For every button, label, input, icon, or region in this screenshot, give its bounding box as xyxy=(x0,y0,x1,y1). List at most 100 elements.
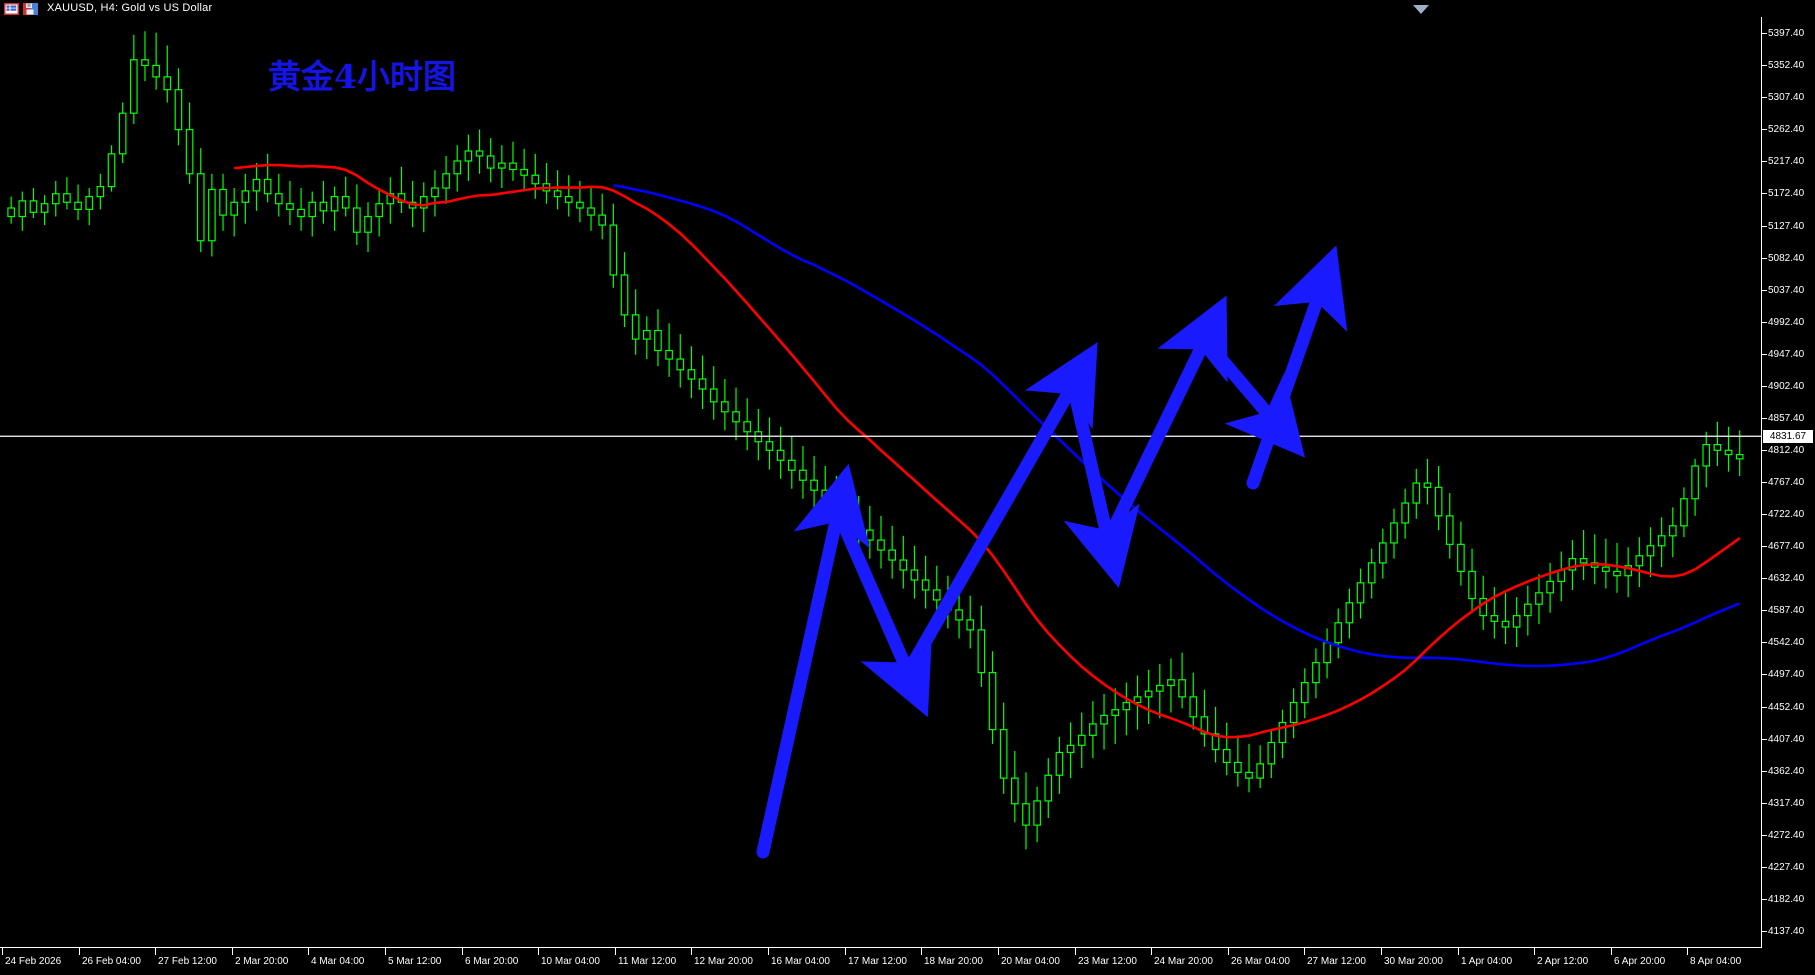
time-tick-mark xyxy=(615,948,616,955)
time-tick-mark xyxy=(1304,948,1305,955)
candle-body xyxy=(1490,615,1499,622)
price-tick-mark xyxy=(1762,931,1767,933)
candle-body xyxy=(977,629,986,674)
candle-body xyxy=(453,160,462,175)
candle-body xyxy=(1100,714,1108,725)
price-tick: 4497.40 xyxy=(1762,669,1815,680)
price-tick-label: 4587.40 xyxy=(1768,605,1805,617)
candle-body xyxy=(1445,515,1454,545)
price-tick-label: 5262.40 xyxy=(1768,124,1805,136)
price-tick-label: 4902.40 xyxy=(1768,380,1805,392)
time-tick-label: 20 Mar 04:00 xyxy=(1001,956,1060,967)
candle-body xyxy=(1066,744,1075,754)
candle-body xyxy=(1535,592,1543,605)
data-window-icon[interactable] xyxy=(4,2,19,15)
candle-body xyxy=(999,729,1008,779)
candle-body xyxy=(1144,690,1153,698)
price-tick-label: 4812.40 xyxy=(1768,445,1805,456)
price-tick-mark xyxy=(1762,770,1767,772)
candle-body xyxy=(509,162,517,171)
time-tick-mark xyxy=(1687,948,1688,955)
candle-body xyxy=(1412,482,1421,504)
candle-body xyxy=(1267,741,1276,765)
candle-body xyxy=(1680,498,1688,527)
candle-body xyxy=(888,549,896,561)
chart-plot-area[interactable]: 黄金4小时图 xyxy=(0,17,1762,947)
candle-body xyxy=(598,214,607,226)
candle-body xyxy=(163,76,172,91)
candle-body xyxy=(7,207,15,218)
candle-body xyxy=(1122,701,1131,711)
price-tick: 4542.40 xyxy=(1762,637,1815,648)
time-tick-label: 26 Feb 04:00 xyxy=(82,956,141,967)
candle-body xyxy=(1657,535,1666,547)
price-tick-mark xyxy=(1762,482,1767,484)
candle-body xyxy=(442,173,450,189)
candle-body xyxy=(174,89,183,131)
time-tick-mark xyxy=(1611,948,1612,955)
price-tick-mark xyxy=(1762,257,1767,259)
price-tick: 4812.40 xyxy=(1762,445,1815,456)
time-tick-mark xyxy=(1075,948,1076,955)
time-tick-label: 4 Mar 04:00 xyxy=(311,956,365,967)
price-tick-mark xyxy=(1762,289,1767,291)
candle-body xyxy=(1211,733,1220,751)
candle-body xyxy=(386,193,395,205)
candle-body xyxy=(1423,482,1432,488)
time-tick-label: 2 Mar 20:00 xyxy=(235,956,289,967)
price-scale[interactable]: 4831.67 5397.40 5352.40 5307.40 5262.40 5217… xyxy=(1762,17,1815,947)
price-tick-mark xyxy=(1762,514,1767,516)
candle-body xyxy=(431,187,439,198)
candle-body xyxy=(74,201,82,211)
time-tick-mark xyxy=(538,948,539,955)
candle-body xyxy=(308,201,317,218)
price-tick-label: 4497.40 xyxy=(1768,669,1805,681)
candle-body xyxy=(1646,545,1655,557)
price-tick: 4317.40 xyxy=(1762,798,1815,809)
price-tick-mark xyxy=(1762,706,1767,708)
price-tick-label: 4182.40 xyxy=(1768,893,1805,905)
candle-body xyxy=(196,173,205,242)
price-tick-label: 5352.40 xyxy=(1768,60,1805,72)
candle-body xyxy=(1724,449,1733,456)
candle-body xyxy=(252,178,261,192)
chart-title-text: XAUUSD, H4: Gold vs US Dollar xyxy=(47,2,213,14)
time-tick-mark xyxy=(2,948,3,955)
price-tick: 4857.40 xyxy=(1762,413,1815,424)
candle-body xyxy=(1546,580,1554,594)
candle-body xyxy=(1367,562,1376,584)
price-tick-label: 4407.40 xyxy=(1768,733,1805,745)
time-tick-label: 10 Mar 04:00 xyxy=(541,956,600,967)
candle-body xyxy=(721,401,729,413)
price-tick-mark xyxy=(1762,385,1767,387)
candle-body xyxy=(1334,622,1343,644)
time-tick-mark xyxy=(155,948,156,955)
chevron-down-icon[interactable] xyxy=(1413,1,1429,19)
price-tick-mark xyxy=(1762,610,1767,612)
candle-body xyxy=(1222,748,1231,764)
candle-body xyxy=(263,178,272,195)
candle-body xyxy=(1713,443,1722,451)
time-tick-mark xyxy=(921,948,922,955)
save-chart-icon[interactable] xyxy=(23,2,38,15)
time-tick-label: 23 Mar 12:00 xyxy=(1078,956,1137,967)
time-tick-mark xyxy=(845,948,846,955)
time-tick-label: 12 Mar 20:00 xyxy=(694,956,753,967)
candle-body xyxy=(1501,620,1510,628)
price-tick: 4587.40 xyxy=(1762,605,1815,616)
candle-body xyxy=(698,378,707,390)
candle-body xyxy=(40,203,49,213)
time-tick-mark xyxy=(1534,948,1535,955)
time-tick-label: 6 Apr 20:00 xyxy=(1614,956,1666,967)
time-scale[interactable]: 24 Feb 2026 26 Feb 04:00 27 Feb 12:00 2 Mar… xyxy=(0,948,1762,975)
candle-body xyxy=(1178,679,1186,698)
price-tick-mark xyxy=(1762,450,1767,451)
time-tick-label: 24 Feb 2026 xyxy=(5,956,62,967)
candle-body xyxy=(353,207,361,233)
candle-body xyxy=(1022,803,1030,826)
price-tick-label: 5037.40 xyxy=(1768,284,1805,296)
candle-body xyxy=(955,609,963,621)
candle-body xyxy=(330,195,339,212)
price-tick-label: 5217.40 xyxy=(1768,156,1805,168)
